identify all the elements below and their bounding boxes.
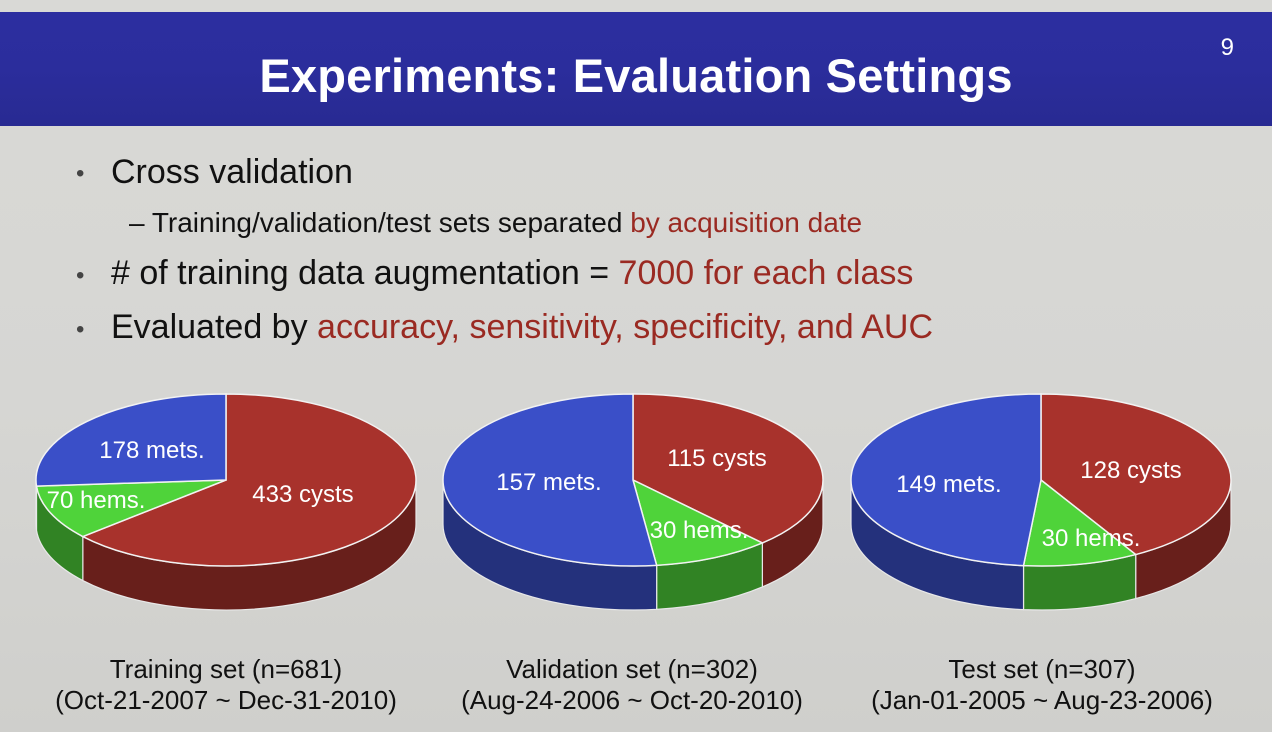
bullet-1-text: Cross validation xyxy=(111,153,353,191)
caption-test-title: Test set (n=307) xyxy=(948,654,1136,684)
caption-test-dates: (Jan-01-2005 ~ Aug-23-2006) xyxy=(871,685,1213,715)
sub-bullet-acquisition-date: – Training/validation/test sets separate… xyxy=(129,207,862,239)
caption-validation: Validation set (n=302) (Aug-24-2006 ~ Oc… xyxy=(442,654,822,716)
bullet-cross-validation: Cross validation xyxy=(111,153,353,192)
pie-training-slice-hems xyxy=(35,479,227,538)
pie-test-slice-mets xyxy=(850,393,1042,567)
pie-validation-slice-mets xyxy=(442,393,658,567)
pie-test-slice-hems xyxy=(1022,478,1138,567)
pie-validation-slice-cysts xyxy=(632,393,824,544)
pie-test-label-hems: 30 hems. xyxy=(1042,525,1141,552)
caption-validation-title: Validation set (n=302) xyxy=(506,654,758,684)
title-bar: Experiments: Evaluation Settings 9 xyxy=(0,12,1272,126)
bullet-3-highlight: accuracy, sensitivity, specificity, and … xyxy=(317,308,934,346)
slide-title: Experiments: Evaluation Settings xyxy=(259,49,1013,102)
pie-test-slice-cysts xyxy=(1040,393,1232,556)
pie-training-slice-cysts xyxy=(81,393,417,567)
pie-validation-label-mets: 157 mets. xyxy=(496,469,601,496)
bullet-2-text: # of training data augmentation = xyxy=(111,254,619,292)
caption-validation-dates: (Aug-24-2006 ~ Oct-20-2010) xyxy=(461,685,803,715)
caption-training: Training set (n=681) (Oct-21-2007 ~ Dec-… xyxy=(36,654,416,716)
pie-validation-slice-hems xyxy=(631,478,765,567)
pie-test: 128 cysts 30 hems. 149 mets. xyxy=(850,393,1232,611)
caption-training-dates: (Oct-21-2007 ~ Dec-31-2010) xyxy=(55,685,397,715)
bullet-marker-1: • xyxy=(76,160,85,187)
pie-validation-label-cysts: 115 cysts xyxy=(667,445,767,472)
pie-charts: 433 cysts 70 hems. 178 mets. 115 cysts 30 he… xyxy=(35,393,1232,611)
sub-bullet-text: – Training/validation/test sets separate… xyxy=(129,207,631,238)
bullet-augmentation: # of training data augmentation = 7000 f… xyxy=(111,254,913,293)
pie-test-label-cysts: 128 cysts xyxy=(1080,457,1181,484)
pie-training-label-hems: 70 hems. xyxy=(47,487,146,514)
pie-training: 433 cysts 70 hems. 178 mets. xyxy=(35,393,417,611)
pie-training-label-mets: 178 mets. xyxy=(99,437,204,464)
bullet-3-text: Evaluated by xyxy=(111,308,318,346)
pie-test-label-mets: 149 mets. xyxy=(896,471,1001,498)
bullet-evaluation-metrics: Evaluated by accuracy, sensitivity, spec… xyxy=(111,308,933,347)
slide-number: 9 xyxy=(1220,34,1234,61)
pie-training-slice-mets xyxy=(35,393,227,487)
bullet-2-highlight: 7000 for each class xyxy=(618,254,914,292)
caption-test: Test set (n=307) (Jan-01-2005 ~ Aug-23-2… xyxy=(852,654,1232,716)
bullet-marker-2: • xyxy=(76,262,85,289)
caption-training-title: Training set (n=681) xyxy=(109,654,343,684)
bullet-marker-3: • xyxy=(76,316,85,343)
pie-training-label-cysts: 433 cysts xyxy=(252,481,353,508)
pie-validation: 115 cysts 30 hems. 157 mets. xyxy=(442,393,824,611)
sub-bullet-highlight: by acquisition date xyxy=(630,207,863,238)
pie-validation-label-hems: 30 hems. xyxy=(650,517,749,544)
